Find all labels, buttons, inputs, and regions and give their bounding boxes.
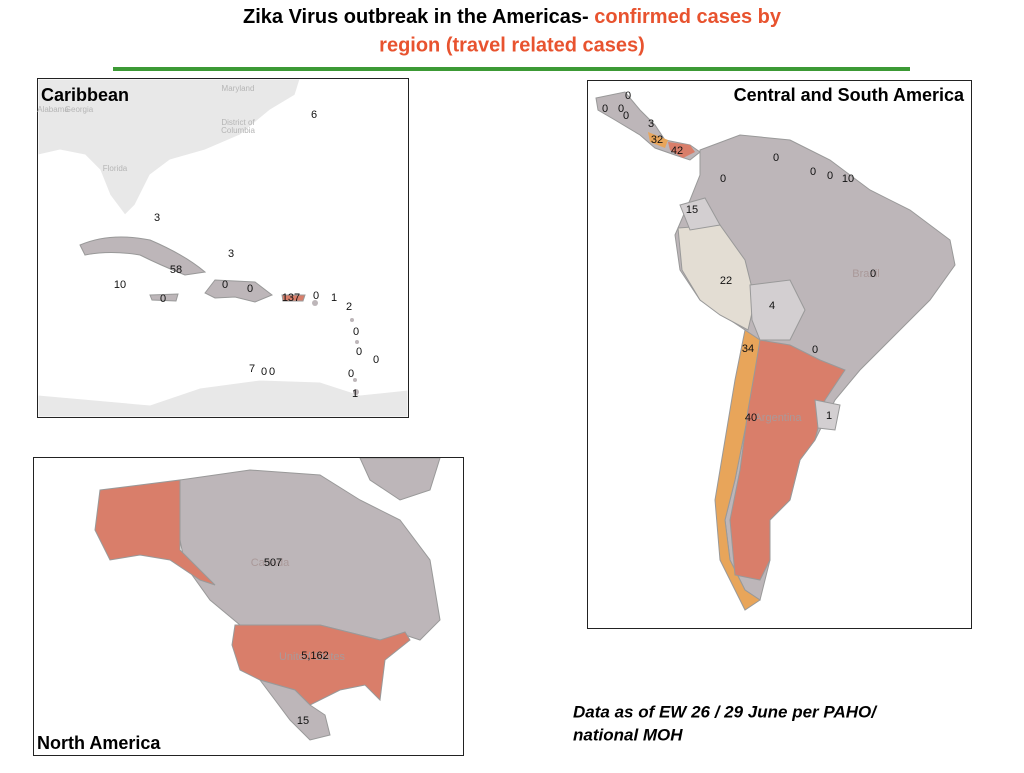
panel-label: Caribbean [41,85,129,105]
case-count: 1 [826,410,832,422]
caribbean-map [38,79,408,417]
case-count: 0 [373,354,379,366]
case-count: 6 [311,109,317,121]
case-count: 22 [720,275,732,287]
place-name: Alabama [37,105,69,114]
case-count: 0 [812,344,818,356]
case-count: 0 [810,166,816,178]
case-count: 0 [160,293,166,305]
place-name: Brazil [852,268,880,280]
case-count: 0 [313,290,319,302]
place-name: Florida [103,164,128,173]
title: Zika Virus outbreak in the Americas- con… [243,6,782,28]
place-name: Canada [251,557,290,569]
case-count: 40 [745,412,757,424]
place-name: Columbia [221,126,255,135]
case-count: 34 [742,343,754,355]
place-name: Argentina [754,412,802,424]
case-count: 0 [623,110,629,122]
case-count: 3 [648,118,654,130]
case-count: 0 [247,283,253,295]
case-count: 0 [773,152,779,164]
case-count: 2 [346,301,352,313]
case-count: 0 [827,170,833,182]
case-count: 4 [769,300,775,312]
case-count: 0 [356,346,362,358]
south-frame [587,80,972,629]
case-count: 10 [842,173,854,185]
place-name: Georgia [65,105,94,114]
case-count: 15 [297,715,309,727]
caribbean-frame [37,78,409,418]
case-count: 0 [602,103,608,115]
case-count: 3 [228,248,234,260]
case-count: 0 [222,279,228,291]
case-count: 42 [671,145,683,157]
title-part: confirmed cases by [594,6,782,28]
case-count: 507 [264,557,282,569]
case-count: 10 [114,279,126,291]
case-count: 1 [331,292,337,304]
case-count: 1 [352,388,358,400]
north-map [94,458,441,741]
case-count: 32 [651,134,663,146]
place-name: District of [221,118,255,127]
case-count: 0 [625,90,631,102]
title-part: region (travel related cases) [379,34,645,56]
case-count: 0 [261,366,267,378]
case-count: 0 [269,366,275,378]
panel-label: North America [37,733,161,753]
footnote: national MOH [573,725,683,744]
case-count: 58 [170,264,182,276]
case-count: 0 [720,173,726,185]
case-count: 137 [282,292,300,304]
case-count: 0 [618,103,624,115]
footnote: Data as of EW 26 / 29 June per PAHO/ [573,702,878,721]
title-part: Zika Virus outbreak in the Americas- [243,6,589,28]
case-count: 0 [353,326,359,338]
case-count: 0 [348,368,354,380]
place-name: United States [279,651,346,663]
case-count: 7 [249,363,255,375]
case-count: 5,162 [301,650,329,662]
case-count: 3 [154,212,160,224]
south-map [595,91,956,611]
panel-label: Central and South America [734,85,965,105]
place-name: Maryland [222,84,255,93]
north-frame [33,457,464,756]
case-count: 0 [870,268,876,280]
case-count: 15 [686,204,698,216]
